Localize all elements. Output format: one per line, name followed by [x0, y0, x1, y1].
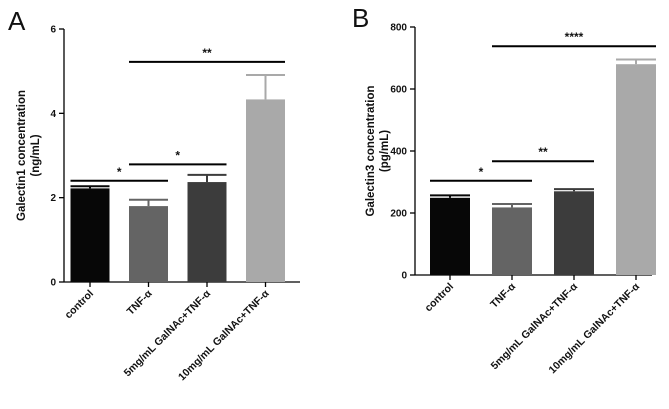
y-axis-label: Galectin1 concentration [16, 90, 28, 221]
y-tick-label: 0 [50, 278, 56, 289]
bar [616, 64, 656, 275]
y-tick-label: 400 [390, 147, 407, 158]
significance-label: ** [538, 145, 548, 159]
significance-label: **** [565, 30, 584, 44]
panel-letter: A [8, 6, 26, 36]
x-category-label: TNF-α [125, 287, 155, 317]
y-tick-label: 6 [50, 25, 56, 36]
y-tick-label: 800 [390, 23, 407, 34]
y-axis-unit-label: (ng/mL) [30, 134, 42, 176]
bar [129, 206, 168, 282]
significance-label: * [175, 148, 180, 162]
x-category-label: control [62, 288, 96, 322]
x-category-label: TNF-α [488, 280, 518, 310]
significance-label: * [117, 165, 122, 179]
y-tick-label: 2 [50, 193, 56, 204]
significance-label: * [479, 165, 484, 179]
bar [492, 207, 532, 275]
y-tick-label: 4 [50, 109, 56, 120]
bar [187, 182, 227, 282]
y-axis-label: Galectin3 concentration [365, 85, 377, 216]
x-category-label: control [422, 281, 456, 315]
y-tick-label: 200 [390, 209, 407, 220]
y-tick-label: 0 [401, 271, 407, 282]
panel-b: B 0 200 400 600 800 Galectin3 concentration (pg… [352, 3, 656, 376]
bar [70, 188, 110, 282]
bar [554, 191, 594, 275]
panel-a: A 0 2 4 6 Galectin1 concentration (ng/mL) contr… [8, 6, 300, 383]
y-axis-unit-label: (pg/mL) [379, 130, 391, 172]
bar [430, 197, 470, 275]
panel-letter: B [352, 3, 369, 33]
significance-label: ** [202, 46, 212, 60]
bar [246, 99, 285, 282]
y-tick-label: 600 [390, 85, 407, 96]
